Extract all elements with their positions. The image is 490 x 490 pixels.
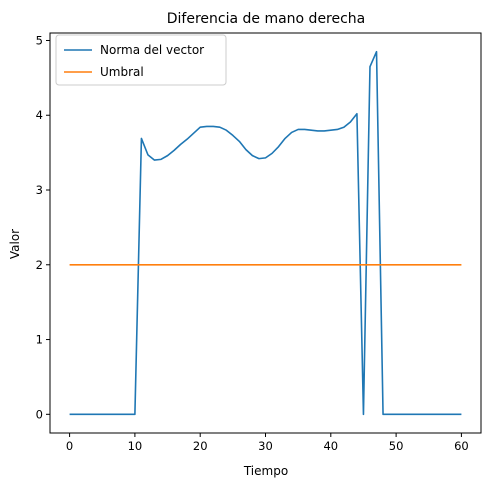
legend-label-norma-del-vector: Norma del vector: [100, 43, 204, 57]
y-tick-label: 5: [36, 33, 43, 47]
x-tick-label: 30: [258, 439, 273, 453]
legend: Norma del vector Umbral: [55, 34, 227, 86]
y-tick-label: 1: [36, 333, 43, 347]
y-tick-label: 2: [36, 258, 43, 272]
plot-area: [69, 50, 462, 416]
y-axis: 0 1 2 3 4 5: [36, 33, 50, 421]
x-tick-label: 10: [128, 439, 143, 453]
legend-box: [55, 34, 227, 86]
y-axis-label: Valor: [8, 229, 22, 259]
series-line-norma-del-vector: [69, 50, 462, 416]
x-axis-label: Tiempo: [243, 464, 288, 478]
y-tick-label: 0: [36, 407, 43, 421]
chart-title: Diferencia de mano derecha: [167, 11, 366, 27]
y-tick-label: 3: [36, 183, 43, 197]
legend-label-umbral: Umbral: [100, 65, 144, 79]
x-axis: 0 10 20 30 40 50 60: [66, 433, 469, 453]
x-tick-label: 40: [323, 439, 338, 453]
x-tick-label: 0: [66, 439, 73, 453]
y-tick-label: 4: [36, 108, 43, 122]
x-tick-label: 20: [193, 439, 208, 453]
x-tick-label: 60: [454, 439, 469, 453]
x-tick-label: 50: [389, 439, 404, 453]
